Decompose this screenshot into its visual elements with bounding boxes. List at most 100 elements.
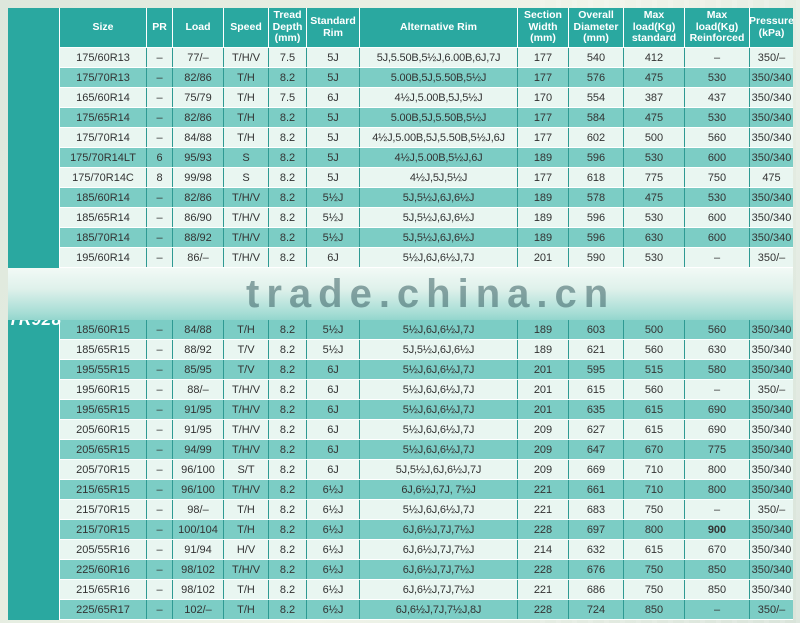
cell-size: 215/70R15	[60, 500, 146, 519]
cell-pressure: 350/340	[750, 520, 793, 539]
cell-max-load-reinforced: –	[685, 380, 749, 399]
cell-standard-rim: 6J	[307, 360, 359, 379]
cell-size: 175/70R14	[60, 128, 146, 147]
cell-load: 85/95	[173, 360, 223, 379]
cell-max-load-reinforced: 850	[685, 560, 749, 579]
cell-size: 225/65R17	[60, 600, 146, 619]
cell-max-load-standard: 530	[624, 248, 684, 267]
cell-tread-depth: 8.2	[269, 320, 306, 339]
cell-standard-rim: 6½J	[307, 600, 359, 619]
cell-pressure: 350/340	[750, 400, 793, 419]
cell-max-load-reinforced: 630	[685, 340, 749, 359]
cell-max-load-reinforced: –	[685, 48, 749, 67]
cell-section-width: 170	[518, 88, 568, 107]
cell-size: 225/60R16	[60, 560, 146, 579]
cell-max-load-standard: 710	[624, 460, 684, 479]
cell-load: 99/98	[173, 168, 223, 187]
cell-overall-diameter: 602	[569, 128, 623, 147]
cell-tread-depth: 8.2	[269, 128, 306, 147]
cell-section-width: 189	[518, 340, 568, 359]
column-header: Speed	[224, 8, 268, 47]
cell-standard-rim: 5J	[307, 68, 359, 87]
cell-alternative-rim: 5J,5½J,6J,6½J	[360, 208, 517, 227]
cell-standard-rim: 6J	[307, 400, 359, 419]
cell-alternative-rim: 5J,5.50B,5½J,6.00B,6J,7J	[360, 48, 517, 67]
cell-standard-rim: 6½J	[307, 500, 359, 519]
cell-max-load-reinforced: 600	[685, 228, 749, 247]
table-row: 195/60R15 – 88/– T/H/V 8.2 6J 5½J,6J,6½J…	[60, 380, 793, 399]
cell-overall-diameter: 595	[569, 360, 623, 379]
cell-pr: –	[147, 600, 172, 619]
cell-alternative-rim: 5.00B,5J,5.50B,5½J	[360, 108, 517, 127]
cell-pr: –	[147, 380, 172, 399]
cell-load: 98/–	[173, 500, 223, 519]
table-row: 215/70R15 – 98/– T/H 8.2 6½J 5½J,6J,6½J,…	[60, 500, 793, 519]
table-row: 195/65R15 – 91/95 T/H/V 8.2 6J 5½J,6J,6½…	[60, 400, 793, 419]
cell-load: 91/95	[173, 400, 223, 419]
cell-overall-diameter: 669	[569, 460, 623, 479]
cell-alternative-rim: 4½J,5.00B,5J,5½J	[360, 88, 517, 107]
cell-max-load-reinforced: 560	[685, 128, 749, 147]
cell-speed: T/H	[224, 600, 268, 619]
cell-pr: –	[147, 520, 172, 539]
table-row: 215/65R16 – 98/102 T/H 8.2 6½J 6J,6½J,7J…	[60, 580, 793, 599]
cell-load: 82/86	[173, 188, 223, 207]
cell-pr: –	[147, 68, 172, 87]
cell-tread-depth: 8.2	[269, 400, 306, 419]
cell-alternative-rim: 4½J,5.00B,5½J,6J	[360, 148, 517, 167]
cell-section-width: 189	[518, 148, 568, 167]
cell-overall-diameter: 697	[569, 520, 623, 539]
cell-max-load-standard: 750	[624, 500, 684, 519]
column-header: PR	[147, 8, 172, 47]
cell-pressure: 350/340	[750, 560, 793, 579]
cell-section-width: 209	[518, 460, 568, 479]
cell-alternative-rim: 5½J,6J,6½J,7J	[360, 380, 517, 399]
table-row: 205/65R15 – 94/99 T/H/V 8.2 6J 5½J,6J,6½…	[60, 440, 793, 459]
cell-section-width: 177	[518, 68, 568, 87]
cell-pr: –	[147, 360, 172, 379]
cell-overall-diameter: 724	[569, 600, 623, 619]
cell-pressure: 350/–	[750, 48, 793, 67]
cell-max-load-reinforced: 850	[685, 580, 749, 599]
cell-load: 98/102	[173, 560, 223, 579]
cell-max-load-reinforced: 600	[685, 208, 749, 227]
table-row: 225/65R17 – 102/– T/H 8.2 6½J 6J,6½J,7J,…	[60, 600, 793, 619]
column-header: Pressure (kPa)	[750, 8, 793, 47]
cell-size: 185/65R15	[60, 340, 146, 359]
cell-size: 195/65R15	[60, 400, 146, 419]
cell-standard-rim: 6J	[307, 380, 359, 399]
cell-max-load-standard: 530	[624, 208, 684, 227]
cell-tread-depth: 8.2	[269, 188, 306, 207]
cell-standard-rim: 5½J	[307, 188, 359, 207]
cell-section-width: 201	[518, 360, 568, 379]
cell-load: 77/–	[173, 48, 223, 67]
table-content: Size PR Load Speed Tread Depth (mm) Stan…	[8, 8, 793, 620]
cell-max-load-reinforced: 900	[685, 520, 749, 539]
cell-max-load-reinforced: 437	[685, 88, 749, 107]
column-header: Alternative Rim	[360, 8, 517, 47]
cell-standard-rim: 5J	[307, 148, 359, 167]
cell-speed: T/H	[224, 108, 268, 127]
cell-tread-depth: 8.2	[269, 248, 306, 267]
cell-max-load-standard: 500	[624, 128, 684, 147]
cell-load: 91/95	[173, 420, 223, 439]
cell-size: 175/70R14C	[60, 168, 146, 187]
cell-max-load-standard: 800	[624, 520, 684, 539]
cell-size: 195/60R14	[60, 248, 146, 267]
cell-pressure: 350/340	[750, 320, 793, 339]
table-row: 215/65R15 – 96/100 T/H/V 8.2 6½J 6J,6½J,…	[60, 480, 793, 499]
cell-tread-depth: 8.2	[269, 360, 306, 379]
cell-max-load-standard: 475	[624, 108, 684, 127]
cell-standard-rim: 5½J	[307, 208, 359, 227]
cell-size: 175/70R14LT	[60, 148, 146, 167]
cell-max-load-standard: 412	[624, 48, 684, 67]
cell-size: 195/60R15	[60, 380, 146, 399]
table-row: 205/55R16 – 91/94 H/V 8.2 6½J 6J,6½J,7J,…	[60, 540, 793, 559]
cell-overall-diameter: 596	[569, 148, 623, 167]
cell-max-load-reinforced: 530	[685, 68, 749, 87]
cell-pressure: 350/340	[750, 208, 793, 227]
column-header: Max load(Kg) Reinforced	[685, 8, 749, 47]
cell-speed: T/H/V	[224, 188, 268, 207]
cell-max-load-standard: 500	[624, 320, 684, 339]
cell-alternative-rim: 5½J,6J,6½J,7J	[360, 440, 517, 459]
